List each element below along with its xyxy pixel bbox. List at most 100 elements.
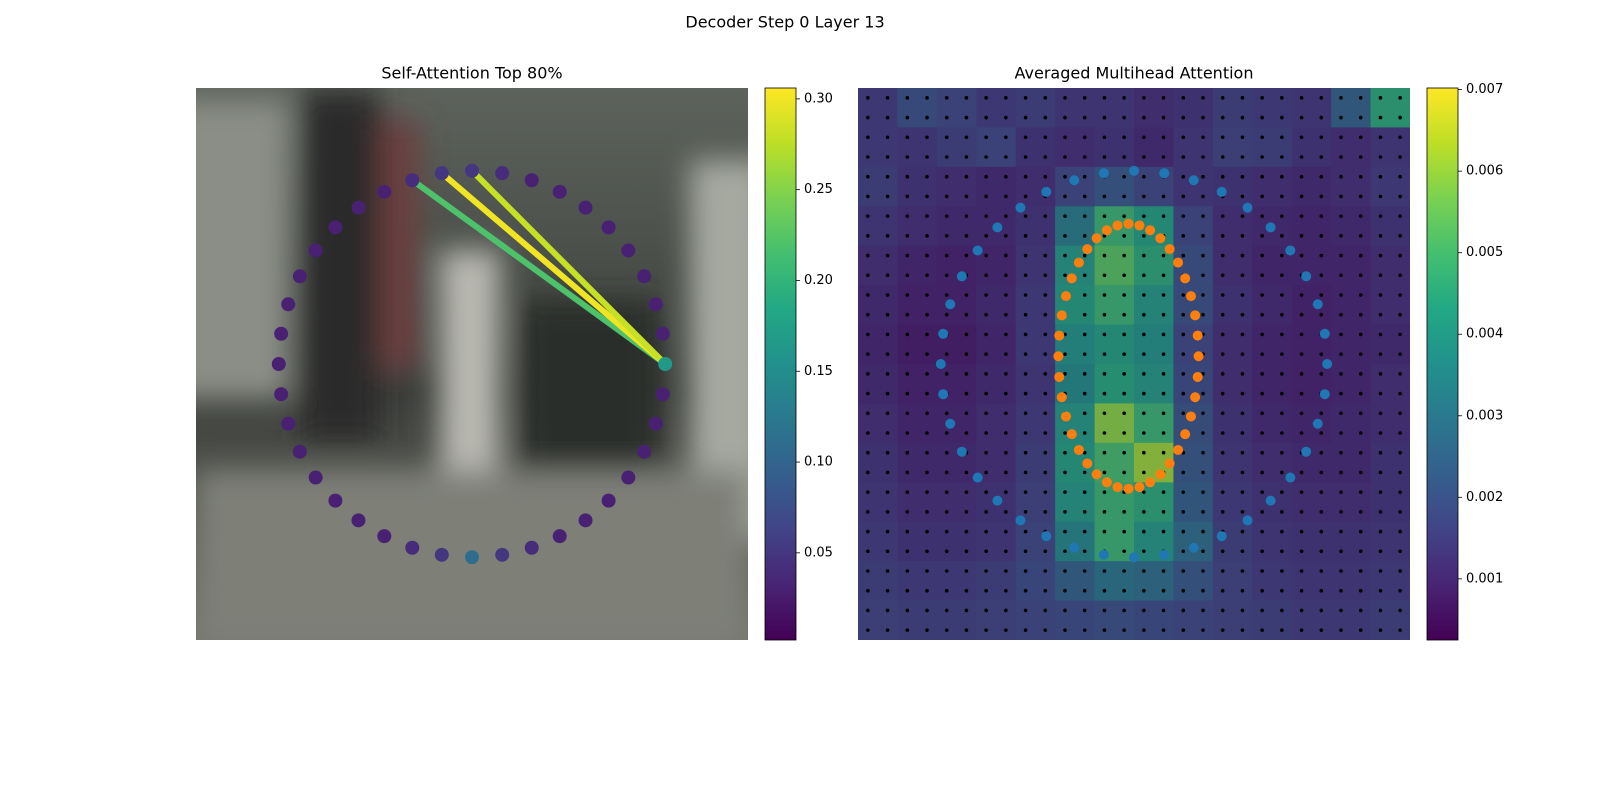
grid-dot <box>1201 510 1205 514</box>
grid-dot <box>1142 411 1146 416</box>
grid-dot <box>944 431 949 435</box>
grid-dot <box>1339 372 1343 376</box>
grid-dot <box>1220 214 1225 218</box>
grid-dot <box>905 510 910 514</box>
grid-dot <box>1299 372 1304 376</box>
grid-dot <box>1220 549 1225 554</box>
grid-dot <box>1063 194 1067 199</box>
heatmap-cell <box>1212 403 1253 444</box>
heatmap-cell <box>1370 600 1410 640</box>
grid-dot <box>1378 450 1383 455</box>
grid-dot <box>1004 115 1008 120</box>
grid-dot <box>1181 96 1186 100</box>
grid-dot <box>1023 569 1028 573</box>
grid-dot <box>1240 273 1245 278</box>
grid-dot <box>885 115 890 120</box>
grid-dot <box>1378 352 1383 356</box>
point <box>1216 186 1227 197</box>
grid-dot <box>1122 588 1126 593</box>
grid-dot <box>944 470 949 475</box>
point <box>1185 291 1196 302</box>
grid-dot <box>1181 391 1186 396</box>
grid-dot <box>1319 194 1324 199</box>
point <box>1145 225 1156 236</box>
grid-dot <box>1023 273 1028 278</box>
grid-dot <box>1043 431 1048 435</box>
grid-dot <box>885 253 890 258</box>
grid-dot <box>1063 608 1067 613</box>
grid-dot <box>964 431 969 435</box>
grid-dot <box>1082 588 1087 593</box>
grid-dot <box>1260 569 1264 573</box>
grid-dot <box>944 588 949 593</box>
grid-dot <box>1299 115 1304 120</box>
grid-dot <box>866 155 870 159</box>
grid-dot <box>1358 391 1363 396</box>
grid-dot <box>1339 115 1343 120</box>
grid-dot <box>1378 253 1383 258</box>
attention-link <box>439 170 668 367</box>
grid-dot <box>1201 234 1205 238</box>
grid-dot <box>1142 510 1146 514</box>
heatmap-cell <box>1173 482 1214 523</box>
grid-dot <box>1142 628 1146 632</box>
point <box>308 470 323 485</box>
heatmap-cell <box>1173 206 1214 247</box>
grid-dot <box>1023 510 1028 514</box>
grid-dot <box>866 431 870 435</box>
grid-dot <box>1043 608 1048 613</box>
grid-dot <box>1142 431 1146 435</box>
grid-dot <box>1181 588 1186 593</box>
point <box>552 184 567 199</box>
grid-dot <box>944 312 949 317</box>
grid-dot <box>964 194 969 199</box>
grid-dot <box>1358 96 1363 100</box>
grid-dot <box>1102 194 1107 199</box>
grid-dot <box>1004 431 1008 435</box>
colorbar-tick-label: 0.30 <box>804 91 833 106</box>
heatmap-cell <box>1331 206 1372 247</box>
grid-dot <box>866 529 870 534</box>
grid-dot <box>1063 450 1067 455</box>
grid-dot <box>1181 174 1186 179</box>
grid-dot <box>1102 431 1107 435</box>
grid-dot <box>964 352 969 356</box>
grid-dot <box>905 411 910 416</box>
grid-dot <box>866 588 870 593</box>
grid-dot <box>1299 529 1304 534</box>
grid-dot <box>964 608 969 613</box>
grid-dot <box>885 352 890 356</box>
heatmap-cell <box>858 364 898 404</box>
grid-dot <box>1043 234 1048 238</box>
grid-dot <box>1339 490 1343 494</box>
grid-dot <box>1082 372 1087 376</box>
grid-dot <box>1043 588 1048 593</box>
grid-dot <box>1043 214 1048 218</box>
heatmap-cell <box>976 127 1017 168</box>
grid-dot <box>1220 411 1225 416</box>
grid-dot <box>1299 569 1304 573</box>
point <box>1015 515 1026 526</box>
grid-dot <box>905 608 910 613</box>
grid-dot <box>1201 312 1205 317</box>
point <box>938 389 949 400</box>
point <box>1112 220 1123 231</box>
grid-dot <box>1161 135 1166 140</box>
point <box>1060 291 1071 302</box>
grid-dot <box>905 470 910 475</box>
point <box>1285 472 1296 483</box>
grid-dot <box>1122 470 1126 475</box>
heatmap-cell <box>1370 521 1410 562</box>
grid-dot <box>1063 470 1067 475</box>
grid-dot <box>964 372 969 376</box>
grid-dot <box>1004 312 1008 317</box>
heatmap-cell <box>1015 166 1056 207</box>
grid-dot <box>1319 312 1324 317</box>
grid-dot <box>925 135 929 140</box>
point <box>1053 351 1064 362</box>
heatmap-cell <box>976 324 1017 365</box>
grid-dot <box>1319 135 1324 140</box>
grid-dot <box>1280 312 1284 317</box>
grid-dot <box>1378 155 1383 159</box>
panel-title: Averaged Multihead Attention <box>1015 64 1254 83</box>
